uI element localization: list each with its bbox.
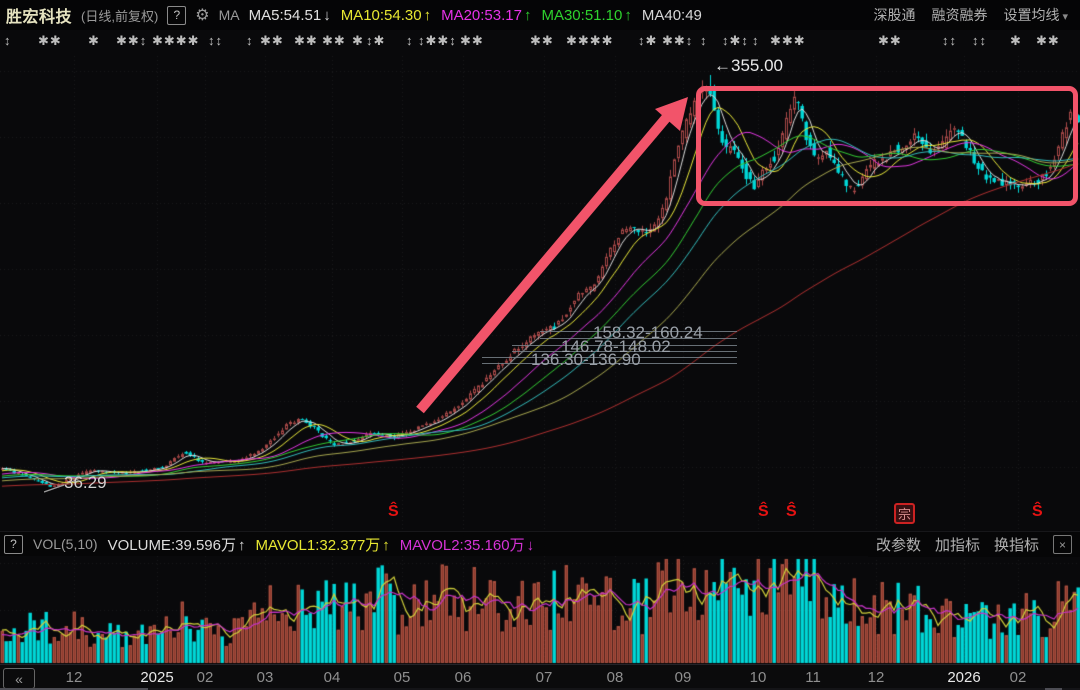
x-tick-03: 03 <box>256 669 274 686</box>
event-marker-icon[interactable]: ↕✱↕ <box>722 33 749 48</box>
link-shen-gu-tong[interactable]: 深股通 <box>873 7 916 23</box>
unlock-marker[interactable]: Ŝ <box>758 503 769 520</box>
gap-label-2: 146.78-148.02 <box>561 337 671 356</box>
x-tick-11: 11 <box>805 669 821 686</box>
unlock-marker[interactable]: Ŝ <box>388 503 399 520</box>
event-marker-icon[interactable]: ↕✱ <box>638 33 658 48</box>
gap-line <box>540 338 737 339</box>
h-scrollbar[interactable] <box>0 688 1080 690</box>
gap-line <box>540 331 737 332</box>
unlock-marker[interactable]: Ŝ <box>1032 503 1043 520</box>
gear-icon[interactable]: ⚙ <box>195 7 210 24</box>
gap-label-1: 158.32-160.24 <box>593 323 703 342</box>
event-marker-icon[interactable]: ✱✱↕ <box>116 33 148 48</box>
event-marker-icon[interactable]: ✱✱ <box>460 33 484 48</box>
volume-help-icon[interactable]: ? <box>4 534 23 554</box>
x-tick-04: 04 <box>323 669 341 686</box>
event-marker-row: ↕ ✱✱ ✱ ✱✱↕ ✱✱✱✱ ↕↕ ↕ ✱✱ ✱✱ ✱✱ ✱ ↕✱ ↕ ↕✱✱↕ ✱✱ ✱✱ ✱✱✱✱ ↕✱ ✱✱… <box>0 33 1080 53</box>
scrollbar-thumb-left[interactable] <box>0 688 148 690</box>
event-marker-icon[interactable]: ↕ <box>700 33 708 48</box>
x-tick-08: 08 <box>606 669 624 686</box>
event-marker-icon[interactable]: ✱✱✱✱ <box>152 33 200 48</box>
vol-legend-item-0: VOLUME:39.596万 ↑ <box>107 536 246 554</box>
ma-legend-item-2: MA20:53.17 ↑ <box>441 6 532 24</box>
gap-label-3: 136.30-136.90 <box>531 350 641 369</box>
vol-legend-item-2: MAVOL2:35.160万 ↓ <box>399 536 535 554</box>
vol-legend-item-1: MAVOL1:32.377万 ↑ <box>255 536 390 554</box>
help-icon[interactable]: ? <box>167 5 187 25</box>
x-tick-07: 07 <box>535 669 553 686</box>
event-marker-icon[interactable]: ↕✱ <box>366 33 386 48</box>
ma-legend: MA5:54.51 ↓ MA10:54.30 ↑ MA20:53.17 ↑ MA30:51.… <box>249 7 704 24</box>
volume-indicator-name: VOL(5,10) <box>33 536 98 552</box>
event-marker-icon[interactable]: ↕✱✱↕ <box>418 33 457 48</box>
gap-line <box>512 345 737 346</box>
event-marker-icon[interactable]: ✱✱ <box>260 33 284 48</box>
x-tick-12: 12 <box>867 669 885 686</box>
x-axis: « 12 2025 02 03 04 05 06 07 08 09 10 11 12 2026 02 <box>0 664 1080 690</box>
ma-indicator-label: MA <box>218 7 240 23</box>
x-tick-05: 05 <box>393 669 411 686</box>
ma-legend-item-1: MA10:54.30 ↑ <box>340 6 432 24</box>
stock-name: 胜宏科技 <box>6 9 73 26</box>
x-tick-06: 06 <box>454 669 472 686</box>
event-marker-icon[interactable]: ↕↕ <box>208 33 223 48</box>
gap-line <box>512 351 737 352</box>
low-price-label: 36.29 <box>64 473 107 492</box>
unlock-marker[interactable]: Ŝ <box>786 503 797 520</box>
top-right-links: 深股通 融资融券 设置均线 ▾ <box>863 0 1080 30</box>
event-marker-icon[interactable]: ✱ <box>88 33 100 48</box>
event-marker-icon[interactable]: ✱✱✱ <box>770 33 806 48</box>
event-marker-icon[interactable]: ↕ <box>246 33 254 48</box>
event-marker-icon[interactable]: ✱ <box>352 33 364 48</box>
volume-actions: 改参数 加指标 换指标 × <box>867 532 1080 557</box>
x-tick-2025: 2025 <box>140 669 174 686</box>
link-she-zhi-jun-xian[interactable]: 设置均线 ▾ <box>1003 7 1068 23</box>
event-marker-icon[interactable]: ✱✱ <box>322 33 346 48</box>
ma-legend-item-3: MA30:51.10 ↑ <box>541 6 632 24</box>
event-marker-icon[interactable]: ↕ <box>406 33 414 48</box>
x-tick-10: 10 <box>749 669 767 686</box>
event-marker-icon[interactable]: ✱✱ <box>878 33 902 48</box>
top-toolbar: 胜宏科技 (日线,前复权) ? ⚙ MA MA5:54.51 ↓ MA10:54.3… <box>0 0 1080 30</box>
volume-legend: VOLUME:39.596万 ↑ MAVOL1:32.377万 ↑ MAVOL2:35.… <box>108 534 535 555</box>
event-marker-icon[interactable]: ↕↕ <box>942 33 957 48</box>
action-switch-indicator[interactable]: 换指标 <box>993 537 1039 554</box>
block-trade-marker[interactable]: 宗 <box>894 503 915 524</box>
event-marker-icon[interactable]: ↕ <box>4 33 12 48</box>
event-marker-icon[interactable]: ✱✱ <box>38 33 62 48</box>
close-icon[interactable]: × <box>1053 535 1072 554</box>
peak-price-label: ←355.00 <box>714 56 783 75</box>
event-marker-icon[interactable]: ✱✱ <box>530 33 554 48</box>
event-marker-icon[interactable]: ✱✱✱✱ <box>566 33 614 48</box>
event-marker-icon[interactable]: ↕↕ <box>972 33 987 48</box>
event-marker-icon[interactable]: ↕ <box>752 33 760 48</box>
x-tick-12: 12 <box>65 669 83 686</box>
scrollbar-thumb-right[interactable] <box>1045 688 1062 690</box>
event-marker-icon[interactable]: ✱✱ <box>294 33 318 48</box>
chevron-down-icon: ▾ <box>1062 11 1068 23</box>
collapse-button[interactable]: « <box>3 668 35 689</box>
ma-legend-item-4: MA40:49 <box>641 6 702 24</box>
event-marker-icon[interactable]: ✱✱ <box>1036 33 1060 48</box>
x-tick-02: 02 <box>1009 669 1027 686</box>
volume-toolbar: ? VOL(5,10) VOLUME:39.596万 ↑ MAVOL1:32.377… <box>0 531 1080 557</box>
low-price-pointer <box>44 484 65 493</box>
gap-line <box>482 363 737 364</box>
highlight-box-annotation <box>696 86 1078 206</box>
x-tick-02: 02 <box>196 669 214 686</box>
ma-legend-item-0: MA5:54.51 ↓ <box>248 6 331 24</box>
period-label: (日线,前复权) <box>81 8 159 24</box>
gap-line <box>482 357 737 358</box>
x-tick-2026: 2026 <box>947 669 981 686</box>
link-rong-zi-rong-quan[interactable]: 融资融券 <box>931 7 988 23</box>
action-change-params[interactable]: 改参数 <box>875 537 921 554</box>
trend-arrow-annotation <box>416 97 688 414</box>
x-tick-09: 09 <box>674 669 692 686</box>
action-add-indicator[interactable]: 加指标 <box>934 537 980 554</box>
event-marker-icon[interactable]: ✱✱↕ <box>662 33 694 48</box>
event-marker-icon[interactable]: ✱ <box>1010 33 1022 48</box>
